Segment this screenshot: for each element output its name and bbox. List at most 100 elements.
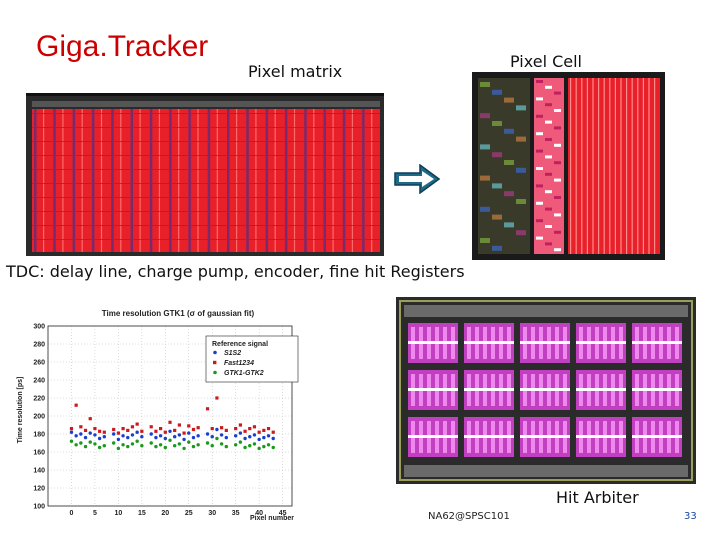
x-tick-label: 0 [70,510,74,517]
y-tick-label: 180 [33,432,45,439]
data-point-S1S2 [93,433,97,437]
data-point-S1S2 [83,435,88,440]
pixel-matrix-image [26,93,384,256]
slide-title: Giga.Tracker [36,30,209,63]
data-point-S1S2 [196,434,200,438]
data-point-GTK1-GTK2 [69,439,74,443]
data-point-Fast1234 [210,427,214,431]
data-point-Fast1234 [187,424,191,428]
x-tick-label: 15 [138,510,146,517]
data-point-GTK1-GTK2 [238,440,243,444]
data-point-Fast1234 [116,431,120,435]
data-point-S1S2 [163,436,168,441]
data-point-S1S2 [248,435,252,439]
data-point-Fast1234 [177,423,181,427]
data-point-S1S2 [243,436,247,441]
data-point-GTK1-GTK2 [248,444,252,448]
data-point-S1S2 [168,429,172,433]
y-tick-label: 300 [33,324,45,331]
data-point-GTK1-GTK2 [266,443,271,447]
x-tick-label: 45 [279,510,287,517]
data-point-Fast1234 [88,417,92,421]
data-point-Fast1234 [168,420,172,424]
data-point-GTK1-GTK2 [126,444,130,449]
y-tick-label: 280 [33,342,45,349]
data-point-S1S2 [111,432,116,436]
legend-marker [213,370,217,375]
data-point-GTK1-GTK2 [257,446,261,451]
data-point-GTK1-GTK2 [243,445,247,450]
data-point-GTK1-GTK2 [196,443,200,447]
data-point-Fast1234 [140,429,144,433]
footer-text: NA62@SPSC101 [428,511,510,522]
data-point-GTK1-GTK2 [182,446,186,451]
hit-arbiter-label: Hit Arbiter [556,488,639,507]
data-point-S1S2 [154,435,158,440]
data-point-S1S2 [172,435,177,439]
pixel-cell-label: Pixel Cell [510,52,582,71]
data-point-GTK1-GTK2 [97,445,102,450]
x-axis-label: Pixel number [250,515,294,522]
data-point-Fast1234 [234,427,238,431]
data-point-GTK1-GTK2 [149,441,153,445]
data-point-Fast1234 [69,427,74,431]
data-point-S1S2 [135,430,139,434]
y-tick-label: 200 [33,414,45,421]
x-tick-label: 20 [161,510,169,517]
data-point-GTK1-GTK2 [177,442,182,446]
y-tick-label: 160 [33,450,45,457]
data-point-S1S2 [97,436,102,441]
data-point-GTK1-GTK2 [219,442,224,446]
data-point-GTK1-GTK2 [224,444,229,449]
data-point-GTK1-GTK2 [74,443,78,447]
legend-entry: S1S2 [224,350,241,357]
legend-entry: Fast1234 [224,360,254,367]
time-resolution-chart: Time resolution GTK1 (σ of gaussian fit)… [10,300,310,522]
legend-marker [213,360,217,365]
data-point-Fast1234 [257,430,261,434]
pixel-matrix-label: Pixel matrix [248,62,343,81]
data-point-Fast1234 [266,427,271,431]
data-point-GTK1-GTK2 [215,436,219,441]
data-point-Fast1234 [126,428,130,432]
legend-title: Reference signal [212,341,268,348]
data-point-GTK1-GTK2 [116,446,121,451]
data-point-Fast1234 [252,425,257,429]
data-point-S1S2 [187,431,191,435]
page-number: 33 [684,511,697,522]
data-point-GTK1-GTK2 [168,438,172,442]
data-point-Fast1234 [173,428,177,432]
data-point-S1S2 [191,435,196,440]
data-point-GTK1-GTK2 [140,444,144,448]
data-point-Fast1234 [93,427,97,431]
chart-legend: Reference signal S1S2 Fast1234 GTK1-GTK2 [205,335,299,383]
data-point-S1S2 [149,432,153,436]
data-point-GTK1-GTK2 [172,444,177,448]
data-point-Fast1234 [182,431,186,435]
y-axis-label: Time resolution [ps] [17,377,24,444]
legend-entry: GTK1-GTK2 [224,370,264,377]
data-point-S1S2 [252,433,257,437]
data-point-S1S2 [121,434,125,438]
data-point-GTK1-GTK2 [79,441,83,445]
data-point-Fast1234 [159,427,163,431]
data-point-GTK1-GTK2 [93,442,97,446]
data-point-S1S2 [266,434,271,438]
data-point-Fast1234 [215,396,219,400]
data-point-S1S2 [233,434,238,438]
data-point-S1S2 [116,437,121,442]
hit-arbiter-image [396,297,696,484]
data-point-S1S2 [262,435,266,440]
y-tick-label: 220 [33,396,45,403]
data-point-GTK1-GTK2 [271,445,275,450]
data-point-Fast1234 [248,427,252,431]
data-point-GTK1-GTK2 [102,444,107,448]
y-tick-label: 100 [33,504,45,511]
data-point-S1S2 [271,436,275,441]
data-point-GTK1-GTK2 [187,440,191,444]
data-point-S1S2 [158,434,163,438]
data-point-Fast1234 [163,430,167,434]
data-point-Fast1234 [98,429,102,433]
data-point-GTK1-GTK2 [135,439,139,443]
data-point-S1S2 [257,437,261,442]
